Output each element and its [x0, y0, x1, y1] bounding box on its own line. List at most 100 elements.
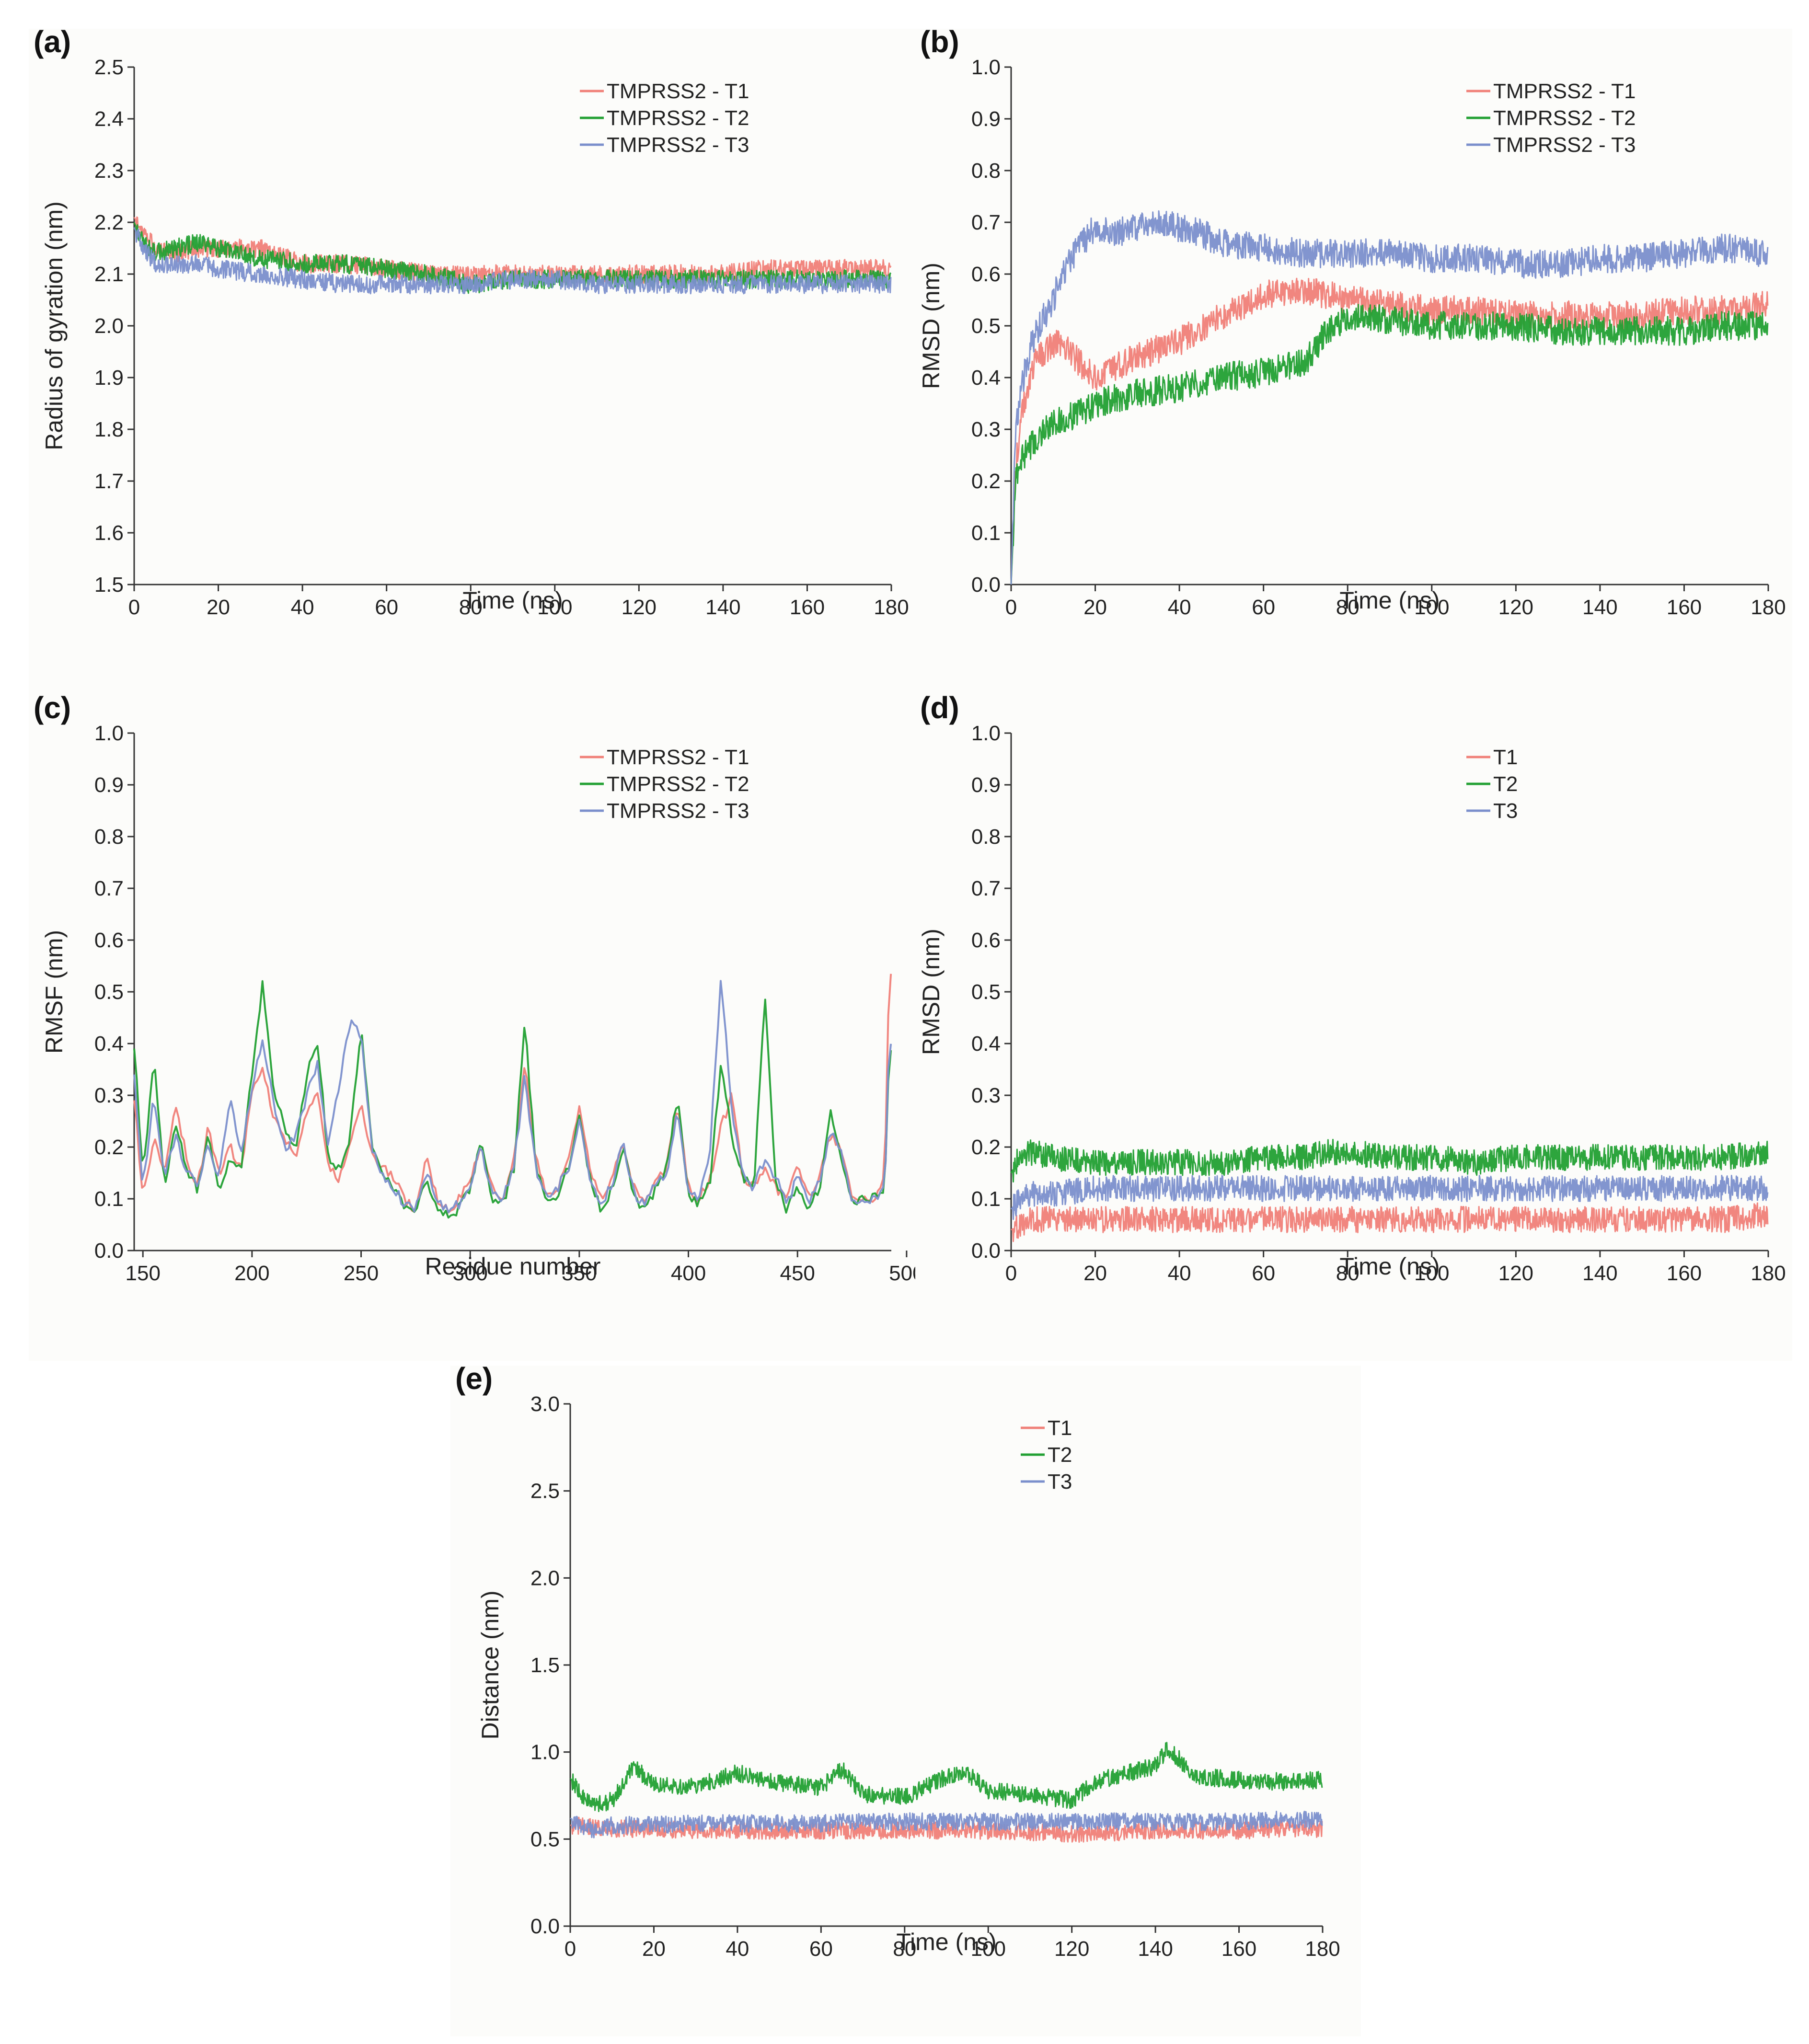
legend-label: T2 — [1048, 1443, 1072, 1467]
legend-label: T2 — [1493, 772, 1518, 796]
x-tick-label: 180 — [1751, 596, 1786, 619]
x-tick-label: 160 — [1221, 1937, 1256, 1961]
y-tick-label: 1.0 — [971, 722, 1001, 745]
x-tick-label: 80 — [893, 1937, 916, 1961]
y-tick-label: 0.6 — [971, 263, 1001, 286]
series-line-tmprss2-t1 — [133, 974, 892, 1214]
panel-d: (d) 0 20 40 60 80 100 120 140 160 180 0.0 0.1 0.2 0.3… — [915, 690, 1792, 1361]
x-tick-label: 140 — [1582, 596, 1617, 619]
x-tick-label: 100 — [1414, 596, 1449, 619]
legend-label: TMPRSS2 - T1 — [1493, 80, 1636, 103]
y-tick-label: 0.0 — [971, 573, 1001, 597]
panel-label: (b) — [920, 24, 959, 59]
y-tick-label: 2.0 — [94, 314, 124, 338]
y-tick-label: 0.3 — [971, 1084, 1001, 1107]
x-tick-label: 200 — [234, 1262, 269, 1285]
y-tick-label: 2.2 — [94, 211, 124, 234]
x-tick-label: 100 — [971, 1937, 1006, 1961]
x-tick-label: 300 — [452, 1262, 487, 1285]
y-tick-label: 0.5 — [530, 1827, 560, 1851]
x-tick-label: 40 — [1168, 596, 1191, 619]
x-tick-label: 140 — [1138, 1937, 1173, 1961]
y-tick-label: 0.9 — [971, 107, 1001, 131]
y-tick-label: 0.7 — [971, 877, 1001, 900]
x-tick-label: 20 — [1083, 1262, 1107, 1285]
y-tick-label: 0.8 — [971, 159, 1001, 183]
panel-label: (d) — [920, 690, 959, 725]
y-axis-title: RMSD (nm) — [918, 929, 945, 1055]
chart-c: 150 200 250 300 350 400 450 500 0.0 0.1 0.2 0.3 0.4 0… — [41, 722, 915, 1285]
y-tick-label: 0.7 — [971, 211, 1001, 234]
x-axis-title: Time (ns) — [1339, 1253, 1440, 1280]
x-tick-label: 80 — [1336, 596, 1360, 619]
series-line-t1 — [1011, 1202, 1769, 1242]
x-axis-title: Time (ns) — [1339, 587, 1440, 614]
y-tick-label: 1.0 — [530, 1741, 560, 1764]
x-axis-title: Residue number — [425, 1253, 601, 1280]
series-line-tmprss2-t3 — [1010, 210, 1769, 585]
y-axis-title: Distance (nm) — [477, 1590, 504, 1739]
x-tick-label: 120 — [1054, 1937, 1089, 1961]
legend-label: T1 — [1493, 746, 1518, 769]
y-tick-label: 1.5 — [94, 573, 124, 597]
y-tick-label: 0.0 — [971, 1239, 1001, 1263]
panel-e: (e) 0 20 40 60 80 100 120 140 160 180 0.0 0.5 1.0 1.5… — [450, 1361, 1361, 2036]
x-tick-label: 160 — [1667, 596, 1702, 619]
legend-label: T3 — [1048, 1470, 1072, 1493]
y-tick-label: 2.4 — [94, 107, 124, 131]
y-tick-label: 1.5 — [530, 1654, 560, 1677]
series-line-tmprss2-t2 — [133, 980, 892, 1219]
x-tick-label: 0 — [1005, 1262, 1017, 1285]
x-tick-label: 250 — [344, 1262, 379, 1285]
x-tick-label: 140 — [1582, 1262, 1617, 1285]
x-tick-label: 180 — [874, 596, 909, 619]
series-line-t3 — [1010, 1174, 1769, 1220]
panel-c: (c) 150 200 250 300 350 400 450 500 0.0 0.1 0.2 0.3… — [29, 690, 915, 1361]
x-tick-label: 20 — [1083, 596, 1107, 619]
y-tick-label: 0.3 — [971, 418, 1001, 441]
legend-label: T3 — [1493, 799, 1518, 823]
x-tick-label: 160 — [1667, 1262, 1702, 1285]
legend-label: TMPRSS2 - T1 — [607, 80, 749, 103]
y-tick-label: 0.1 — [971, 1187, 1001, 1211]
x-tick-label: 0 — [1005, 596, 1017, 619]
y-tick-label: 0.2 — [971, 470, 1001, 493]
y-tick-label: 2.0 — [530, 1566, 560, 1590]
legend-label: TMPRSS2 - T2 — [607, 772, 749, 796]
y-tick-label: 1.6 — [94, 521, 124, 545]
x-tick-label: 20 — [642, 1937, 666, 1961]
legend-label: TMPRSS2 - T2 — [1493, 106, 1636, 130]
y-tick-label: 0.4 — [971, 366, 1001, 390]
x-tick-label: 60 — [1252, 1262, 1275, 1285]
panel-label: (a) — [34, 24, 71, 59]
x-tick-label: 120 — [1498, 596, 1533, 619]
x-tick-label: 150 — [126, 1262, 161, 1285]
y-tick-label: 0.0 — [94, 1239, 124, 1263]
x-axis-title: Time (ns) — [462, 587, 563, 614]
chart-d: 0 20 40 60 80 100 120 140 160 180 0.0 0.1 0.2 0.3 0.4 0… — [918, 722, 1786, 1285]
x-tick-label: 20 — [207, 596, 230, 619]
legend-label: TMPRSS2 - T2 — [607, 106, 749, 130]
series-line-t2 — [1010, 1138, 1769, 1183]
x-tick-label: 450 — [780, 1262, 815, 1285]
x-tick-label: 160 — [790, 596, 825, 619]
y-tick-label: 0.8 — [94, 825, 124, 849]
y-tick-label: 1.8 — [94, 418, 124, 441]
series-line-tmprss2-t3 — [133, 980, 892, 1214]
y-tick-label: 0.8 — [971, 825, 1001, 849]
y-tick-label: 0.6 — [94, 929, 124, 952]
x-tick-label: 40 — [291, 596, 314, 619]
x-tick-label: 80 — [1336, 1262, 1360, 1285]
x-tick-label: 40 — [1168, 1262, 1191, 1285]
y-tick-label: 0.5 — [971, 980, 1001, 1004]
y-tick-label: 0.4 — [94, 1032, 124, 1056]
x-tick-label: 0 — [128, 596, 140, 619]
y-tick-label: 0.9 — [971, 773, 1001, 797]
x-tick-label: 60 — [809, 1937, 833, 1961]
x-tick-label: 100 — [1414, 1262, 1449, 1285]
y-tick-label: 3.0 — [530, 1392, 560, 1416]
y-tick-label: 2.1 — [94, 263, 124, 286]
y-tick-label: 0.2 — [971, 1136, 1001, 1159]
y-tick-label: 0.1 — [971, 521, 1001, 545]
y-tick-label: 1.0 — [94, 722, 124, 745]
